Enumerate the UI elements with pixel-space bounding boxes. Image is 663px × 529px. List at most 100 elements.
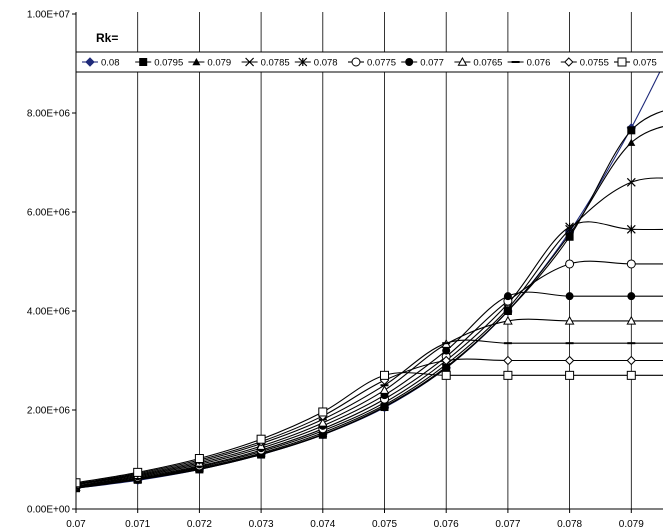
legend-label: 0.0775	[367, 58, 396, 69]
data-point	[565, 259, 575, 269]
legend-marker	[192, 58, 201, 66]
legend-item: 0.076	[507, 58, 551, 69]
legend-title: Rk=	[96, 31, 118, 45]
axes: 0.00E+00 2.00E+06 4.00E+06 6.00E+06 8.00E+06…	[27, 10, 663, 529]
series-line	[76, 372, 663, 484]
data-point	[565, 292, 574, 301]
data-point	[256, 434, 266, 444]
data-point	[627, 126, 636, 135]
series-0.077	[76, 291, 663, 490]
y-tick-label: 1.00E+07	[27, 10, 71, 21]
legend-label: 0.0795	[154, 58, 183, 69]
series-line	[76, 177, 663, 488]
legend-label: 0.0755	[580, 58, 609, 69]
legend-marker	[564, 57, 574, 67]
x-tick-label: 0.078	[557, 519, 582, 529]
data-point	[565, 222, 575, 232]
data-point	[564, 355, 575, 366]
series-line	[76, 318, 663, 486]
data-point	[441, 370, 451, 380]
data-point	[503, 315, 513, 325]
legend-item: 0.075	[614, 57, 657, 69]
legend-marker	[245, 57, 255, 67]
legend-marker	[351, 57, 361, 67]
data-point	[565, 230, 574, 238]
series-line	[76, 339, 663, 485]
series-line	[76, 260, 663, 487]
legend: Rk= 0.08 0.0795 0.079 0.0785 0.078 0.0775 0.07…	[75, 31, 663, 73]
legend-marker	[405, 58, 414, 66]
legend-item: 0.0775	[348, 57, 396, 69]
legend-item: 0.0785	[241, 57, 290, 69]
legend-label: 0.078	[314, 58, 338, 69]
legend-label: 0.076	[527, 58, 551, 69]
series-line	[76, 64, 663, 489]
data-point	[626, 370, 636, 380]
legend-label: 0.0785	[261, 58, 290, 69]
data-point	[317, 417, 328, 427]
x-tick-label: 0.074	[310, 519, 335, 529]
series-0.078	[76, 221, 663, 492]
data-point	[503, 292, 512, 301]
x-tick-label: 0.072	[187, 519, 212, 529]
legend-marker	[85, 57, 95, 67]
legend-marker	[617, 57, 627, 67]
data-point	[626, 224, 636, 234]
data-point	[379, 385, 390, 394]
legend-label: 0.077	[420, 58, 444, 69]
data-point	[380, 370, 389, 380]
legend-marker	[139, 58, 148, 66]
y-tick-label: 0.00E+00	[27, 505, 71, 516]
series-group	[76, 64, 663, 493]
series-0.0765	[76, 315, 663, 489]
x-tick-label: 0.075	[372, 519, 397, 529]
data-point	[503, 355, 513, 366]
x-tick-label: 0.07	[66, 519, 86, 529]
series-0.08	[76, 64, 663, 493]
series-line	[76, 126, 663, 489]
y-tick-label: 4.00E+06	[27, 307, 71, 318]
legend-item: 0.078	[294, 58, 338, 69]
legend-label: 0.08	[101, 58, 120, 69]
data-point	[503, 370, 513, 380]
data-point	[318, 407, 328, 417]
x-tick-label: 0.076	[434, 519, 459, 529]
series-0.0795	[76, 110, 663, 493]
x-tick-label: 0.079	[619, 519, 644, 529]
series-line	[76, 358, 663, 485]
gridlines	[137, 12, 632, 509]
legend-label: 0.075	[633, 58, 657, 69]
series-line	[76, 221, 663, 488]
legend-item: 0.0765	[454, 56, 502, 69]
x-tick-label: 0.077	[495, 519, 520, 529]
data-point	[76, 478, 81, 488]
y-tick-label: 8.00E+06	[27, 109, 71, 120]
data-point	[133, 467, 143, 477]
legend-label: 0.0765	[473, 58, 502, 69]
series-0.079	[76, 126, 663, 491]
data-point	[441, 355, 451, 366]
data-point	[503, 307, 512, 315]
data-point	[626, 355, 637, 366]
data-point	[442, 362, 451, 371]
series-0.075	[76, 370, 663, 488]
data-point	[626, 177, 636, 187]
series-0.076	[76, 339, 663, 486]
legend-box	[75, 51, 663, 73]
x-tick-label: 0.073	[249, 519, 274, 529]
y-tick-label: 6.00E+06	[27, 208, 71, 219]
legend-item: 0.077	[401, 58, 444, 69]
data-point	[626, 315, 637, 325]
data-point	[442, 346, 451, 355]
legend-item: 0.08	[82, 57, 120, 69]
data-point	[564, 315, 575, 325]
legend-label: 0.079	[207, 58, 231, 69]
y-tick-label: 2.00E+06	[27, 406, 71, 417]
data-point	[627, 292, 636, 301]
legend-item: 0.079	[188, 58, 231, 69]
legend-item: 0.0755	[560, 57, 609, 69]
data-point	[626, 259, 636, 269]
data-point	[627, 138, 636, 146]
data-point	[194, 454, 204, 464]
